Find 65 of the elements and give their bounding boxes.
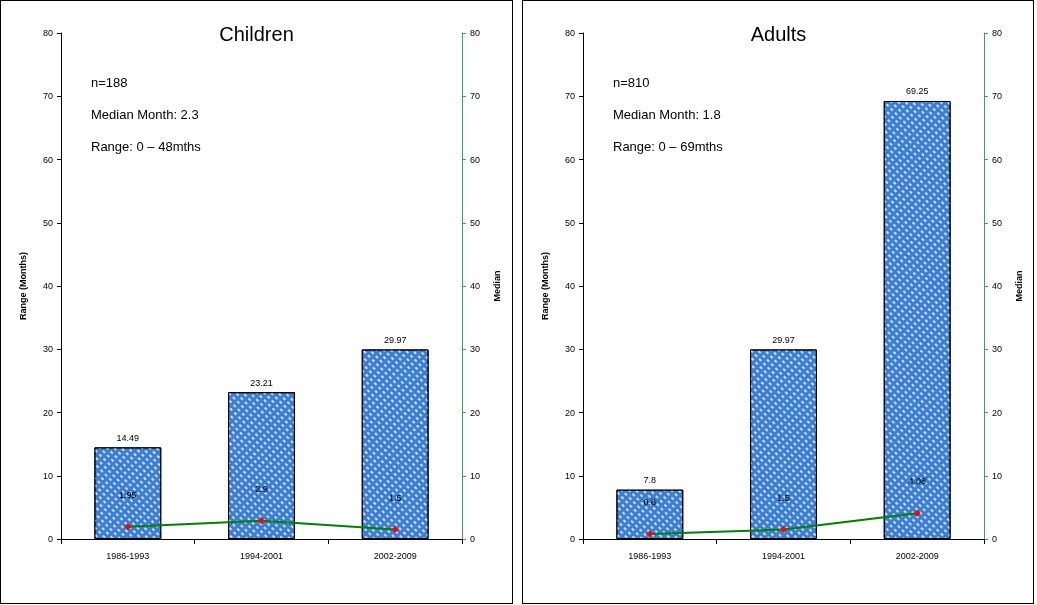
y2-tick-label: 0	[470, 534, 476, 544]
data-label: 29.97	[383, 334, 407, 345]
y-tick-label: 70	[42, 91, 53, 102]
x-tick-label: 1986-1993	[106, 550, 150, 561]
chart-title: Children	[219, 23, 294, 45]
y-tick-label: 80	[42, 28, 53, 38]
y-axis-title: Range (Months)	[539, 252, 549, 320]
y2-tick-label: 20	[470, 407, 481, 418]
annotation: Median Month: 1.8	[612, 107, 721, 122]
y2-tick-label: 60	[470, 154, 481, 165]
x-tick-label: 2002-2009	[373, 550, 417, 561]
y2-axis-title: Median	[1013, 270, 1023, 302]
annotation: Range: 0 – 69mths	[612, 139, 723, 154]
y-tick-label: 80	[564, 28, 575, 38]
chart-title: Adults	[750, 23, 806, 45]
data-label: 14.49	[116, 432, 140, 443]
y-tick-label: 30	[42, 344, 53, 355]
y2-tick-label: 40	[991, 281, 1002, 291]
x-tick-label: 1994-2001	[761, 550, 805, 561]
x-tick-label: 2002-2009	[895, 550, 939, 561]
y2-tick-label: 70	[470, 91, 481, 102]
y2-tick-label: 10	[991, 470, 1002, 481]
y-tick-label: 20	[564, 407, 575, 418]
y-axis-title: Range (Months)	[17, 252, 28, 320]
data-label: 0.8	[643, 496, 656, 507]
data-label: 1.5	[776, 492, 790, 503]
data-label: 7.8	[643, 475, 656, 486]
data-label: 1.5	[388, 492, 402, 503]
data-label: 69.25	[905, 86, 928, 97]
y-tick-label: 40	[564, 281, 575, 291]
y2-tick-label: 30	[991, 344, 1002, 355]
y2-tick-label: 50	[991, 217, 1002, 228]
y-tick-label: 40	[42, 281, 53, 291]
y2-tick-label: 80	[470, 28, 481, 38]
annotation: n=810	[612, 75, 650, 90]
y-tick-label: 10	[564, 470, 575, 481]
y-tick-label: 0	[569, 534, 575, 544]
annotation: n=188	[91, 75, 128, 90]
y-tick-label: 20	[42, 407, 53, 418]
y2-tick-label: 30	[470, 344, 481, 355]
y-tick-label: 60	[564, 154, 575, 165]
data-label: 1.95	[119, 489, 137, 500]
y-tick-label: 70	[564, 91, 575, 102]
y2-tick-label: 50	[470, 217, 481, 228]
y2-tick-label: 40	[470, 281, 481, 291]
y-tick-label: 50	[564, 217, 575, 228]
x-tick-label: 1994-2001	[239, 550, 284, 561]
y2-axis-title: Median	[491, 270, 502, 302]
y2-tick-label: 20	[991, 407, 1002, 418]
y-tick-label: 0	[47, 534, 53, 544]
y-tick-label: 50	[42, 217, 53, 228]
annotation: Range: 0 – 48mths	[91, 139, 202, 154]
y2-tick-label: 10	[470, 470, 481, 481]
y2-tick-label: 0	[991, 534, 997, 544]
y-tick-label: 30	[564, 344, 575, 355]
y2-tick-label: 80	[991, 28, 1002, 38]
y2-tick-label: 60	[991, 154, 1002, 165]
data-label: 2.9	[255, 483, 268, 494]
data-label: 29.97	[771, 334, 795, 345]
y-tick-label: 60	[42, 154, 53, 165]
y2-tick-label: 70	[991, 91, 1002, 102]
x-tick-label: 1986-1993	[627, 550, 671, 561]
data-label: 23.21	[250, 377, 273, 388]
y-tick-label: 10	[42, 470, 53, 481]
annotation: Median Month: 2.3	[91, 107, 199, 122]
